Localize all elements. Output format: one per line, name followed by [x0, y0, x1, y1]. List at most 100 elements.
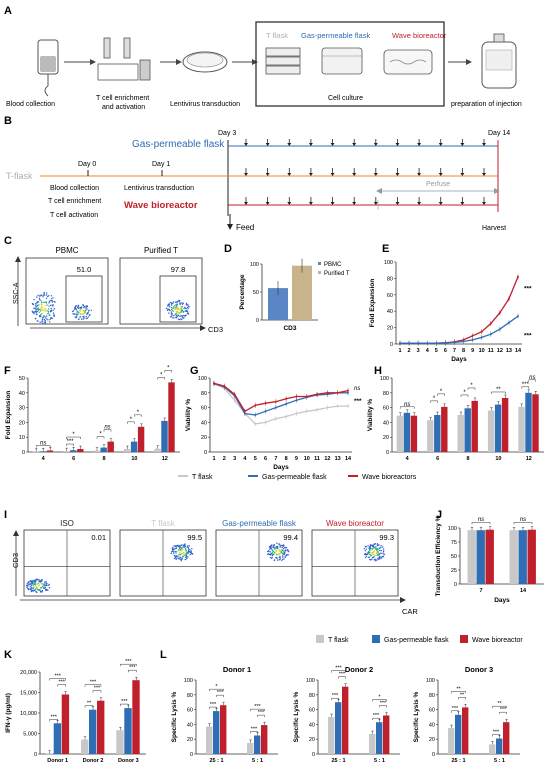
bar: [130, 441, 138, 452]
event-dot: [40, 591, 43, 593]
y-tick-label: 0: [256, 318, 259, 324]
y-tick-label: 60: [187, 708, 193, 714]
legend-label: Wave bioreactor: [472, 637, 523, 644]
sig-bracket: [164, 370, 173, 373]
event-dot: [38, 297, 41, 300]
event-dot: [52, 309, 54, 311]
sig-bracket: [96, 436, 105, 439]
feed-arrow-head: [460, 202, 465, 205]
event-dot: [45, 583, 47, 585]
bar: [376, 722, 383, 754]
day0-step-2: T cell enrichment: [48, 198, 101, 205]
event-dot: [44, 310, 46, 312]
event-dot: [48, 295, 50, 297]
event-dot: [171, 314, 173, 316]
flow-gate-value: 97.8: [171, 265, 186, 274]
event-dot: [276, 557, 278, 559]
event-dot: [185, 302, 188, 305]
flow-gate: [159, 275, 197, 323]
event-dot: [48, 583, 50, 586]
y-tick-label: 20: [201, 435, 207, 441]
event-dot: [42, 321, 44, 323]
sig-bracket: [157, 377, 166, 380]
y-axis-label: Percentage: [239, 274, 246, 309]
x-tick-label: 25 : 1: [331, 758, 345, 764]
day14-label: Day 14: [488, 130, 510, 137]
flow-plot-title: Gas-permeable flask: [222, 519, 297, 528]
event-dot: [375, 549, 378, 551]
panel-k-letter: K: [4, 649, 12, 661]
event-dot: [383, 553, 386, 555]
panel-b-letter: B: [4, 115, 12, 127]
bar: [383, 715, 390, 754]
event-dot: [34, 305, 37, 307]
step-blood-collection: Blood collection: [6, 101, 55, 108]
bar: [476, 530, 485, 584]
sig-bracket: [250, 708, 265, 712]
panel-i-flow: ISO 0.01 T flask 99.5 Gas-permeable flask 99.…: [11, 519, 418, 616]
event-dot: [183, 551, 185, 554]
event-dot: [177, 318, 180, 320]
event-dot: [367, 545, 369, 547]
sig-label: ***: [258, 710, 265, 716]
sig-label: ns: [520, 517, 526, 523]
event-dot: [40, 580, 42, 582]
event-dot: [33, 580, 35, 583]
event-dot: [188, 313, 190, 315]
event-dot: [34, 303, 37, 305]
event-dot: [47, 295, 49, 298]
event-dot: [280, 550, 282, 552]
bar: [457, 415, 464, 452]
event-dot: [75, 308, 77, 310]
event-dot: [31, 586, 33, 588]
event-dot: [185, 550, 187, 552]
event-dot: [276, 559, 279, 561]
x-tick-label: 14: [520, 588, 527, 594]
sig-bracket: [430, 400, 438, 403]
event-dot: [53, 300, 55, 303]
event-dot: [278, 552, 280, 555]
bar: [403, 412, 411, 452]
legend-swatch: [372, 635, 380, 643]
event-dot: [33, 307, 35, 309]
event-dot: [377, 553, 379, 556]
event-dot: [380, 556, 383, 559]
event-dot: [370, 548, 373, 550]
flow-gate: [65, 275, 103, 323]
event-dot: [36, 310, 38, 313]
event-dot: [79, 309, 81, 311]
sig-bracket: [84, 705, 94, 708]
event-dot: [374, 547, 376, 549]
tube-rack-icon: [97, 37, 151, 81]
event-dot: [186, 312, 189, 315]
event-dot: [39, 321, 41, 323]
event-dot: [85, 317, 88, 320]
event-dot: [45, 315, 48, 317]
x-tick-label: 4: [406, 456, 410, 462]
x-tick-label: 6: [444, 348, 447, 354]
flow-quadrant-value: 0.01: [91, 533, 106, 542]
event-dot: [382, 546, 384, 548]
event-dot: [47, 310, 49, 312]
event-dot: [83, 318, 85, 320]
sig-label: ***: [54, 674, 61, 680]
event-dot: [35, 591, 37, 593]
sig-bracket: [460, 394, 469, 397]
legend-label: PBMC: [324, 262, 342, 268]
event-dot: [174, 305, 176, 307]
event-dot: [380, 550, 382, 552]
sig-bracket: [471, 521, 491, 525]
event-dot: [182, 311, 184, 313]
event-dot: [171, 315, 173, 317]
sig-bracket: [372, 699, 387, 702]
event-dot: [377, 558, 380, 560]
event-dot: [180, 318, 182, 320]
x-axis-label: Days: [273, 464, 289, 471]
event-dot: [364, 554, 367, 556]
bar: [268, 288, 288, 320]
event-dot: [86, 313, 88, 315]
event-dot: [282, 558, 284, 560]
event-dot: [379, 557, 381, 560]
x-tick-label: Donor 2: [83, 758, 104, 764]
event-dot: [38, 304, 40, 306]
